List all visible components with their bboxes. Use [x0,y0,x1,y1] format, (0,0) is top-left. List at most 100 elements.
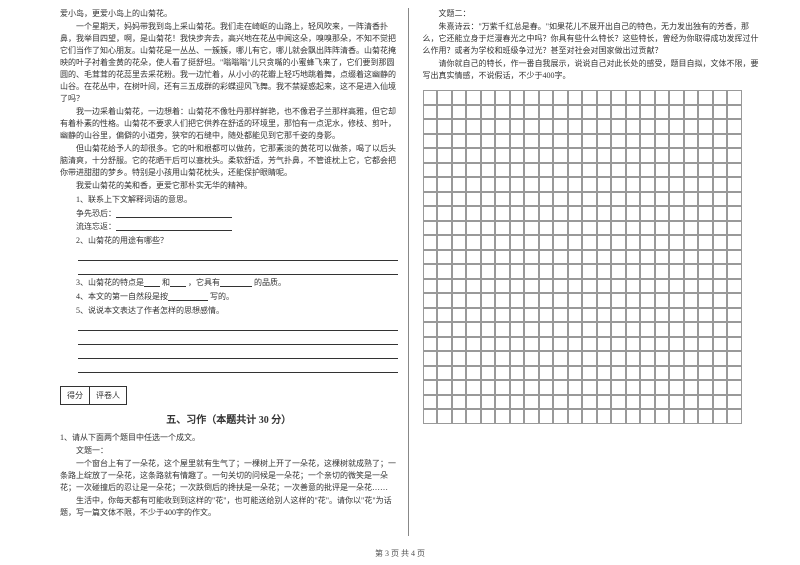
grid-cell [452,366,467,381]
grid-cell [727,148,742,163]
grid-cell [568,351,583,366]
grid-cell [611,250,626,265]
grid-cell [452,380,467,395]
grid-cell [568,90,583,105]
grid-cell [597,250,612,265]
grid-cell [582,337,597,352]
grid-cell [611,90,626,105]
grid-cell [698,409,713,424]
grid-cell [597,235,612,250]
grid-cell [423,293,438,308]
q3-part: 3、山菊花的特点是 [76,278,144,287]
grid-cell [553,395,568,410]
grid-cell [437,134,452,149]
zw-intro: 1、请从下面两个题目中任选一个成文。 [60,432,398,444]
grid-cell [481,380,496,395]
grid-cell [713,279,728,294]
grid-cell [669,380,684,395]
grid-cell [597,90,612,105]
grid-cell [713,192,728,207]
grid-cell [640,308,655,323]
grid-cell [481,177,496,192]
grid-cell [626,395,641,410]
grid-row [423,119,761,134]
grid-cell [539,293,554,308]
grid-cell [452,409,467,424]
grid-cell [539,366,554,381]
grid-cell [626,293,641,308]
grid-cell [713,308,728,323]
grid-cell [582,279,597,294]
grid-cell [698,235,713,250]
grid-cell [510,192,525,207]
grid-cell [495,148,510,163]
grid-cell [568,395,583,410]
grid-cell [466,148,481,163]
reviewer-label: 评卷人 [90,387,126,404]
grid-cell [524,409,539,424]
grid-cell [524,221,539,236]
grid-cell [466,221,481,236]
grid-cell [669,337,684,352]
grid-cell [655,119,670,134]
grid-cell [452,337,467,352]
grid-cell [553,250,568,265]
grid-cell [481,90,496,105]
grid-cell [568,221,583,236]
grid-cell [626,264,641,279]
answer-line [78,346,398,359]
grid-cell [669,366,684,381]
grid-cell [524,380,539,395]
grid-cell [713,366,728,381]
grid-cell [669,177,684,192]
grid-cell [524,308,539,323]
grid-cell [669,395,684,410]
grid-cell [655,409,670,424]
grid-cell [684,105,699,120]
grid-cell [669,148,684,163]
grid-cell [495,90,510,105]
grid-cell [553,264,568,279]
grid-cell [611,235,626,250]
grid-cell [684,163,699,178]
grid-cell [553,322,568,337]
grid-cell [568,148,583,163]
grid-cell [466,308,481,323]
grid-cell [510,337,525,352]
grid-cell [684,337,699,352]
grid-cell [655,206,670,221]
grid-cell [626,90,641,105]
grid-cell [640,105,655,120]
grid-row [423,192,761,207]
grid-cell [597,148,612,163]
grid-cell [495,206,510,221]
grid-cell [655,90,670,105]
grid-cell [437,395,452,410]
grid-cell [452,308,467,323]
grid-cell [423,308,438,323]
grid-cell [452,105,467,120]
grid-cell [539,192,554,207]
grid-cell [611,134,626,149]
answer-line [78,360,398,373]
grid-cell [611,366,626,381]
grid-cell [582,366,597,381]
q3-part: ，它具有 [188,278,220,287]
grid-cell [713,395,728,410]
grid-cell [669,351,684,366]
grid-cell [495,235,510,250]
grid-cell [495,177,510,192]
grid-cell [582,264,597,279]
grid-cell [669,235,684,250]
grid-cell [640,293,655,308]
grid-cell [597,380,612,395]
grid-cell [495,308,510,323]
grid-cell [437,206,452,221]
grid-cell [568,105,583,120]
grid-row [423,148,761,163]
grid-cell [495,264,510,279]
grid-cell [713,163,728,178]
grid-cell [568,192,583,207]
grid-cell [539,221,554,236]
grid-cell [452,235,467,250]
